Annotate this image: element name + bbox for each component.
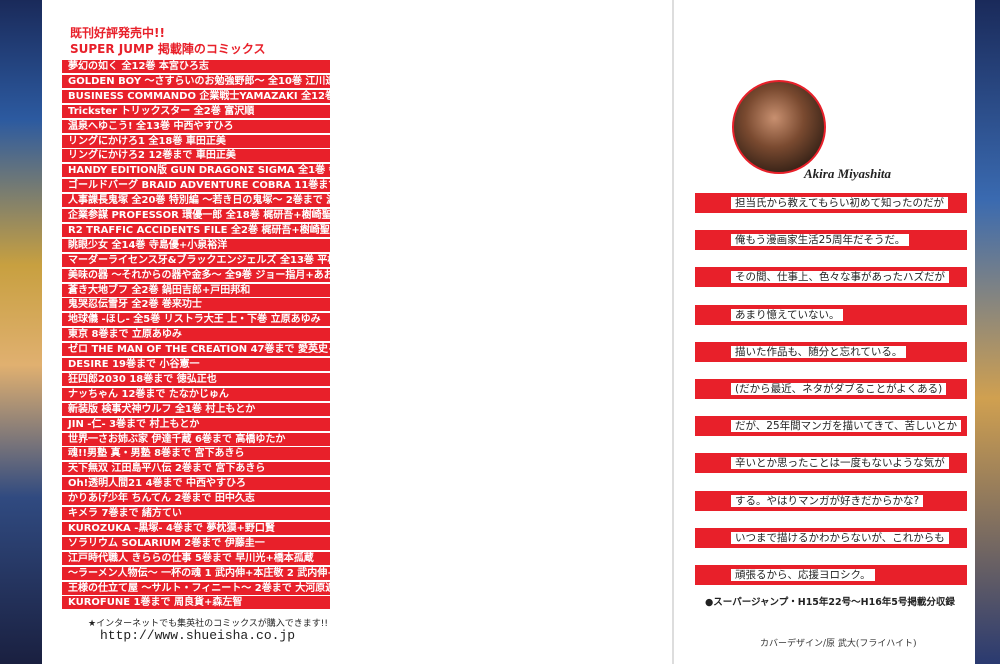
author-photo: [732, 80, 826, 174]
title-row: BUSINESS COMMANDO 企業戦士YAMAZAKI 全12巻 富沢順: [62, 89, 330, 103]
title-row: 狂四郎2030 18巻まで 徳弘正也: [62, 372, 330, 386]
footer-note: ★インターネットでも集英社のコミックスが購入できます!!: [88, 619, 329, 629]
title-row: 美味の器 ～それからの器や金多～ 全9巻 ジョー指月+あおきてつお: [62, 268, 330, 282]
title-row: 江戸時代職人 きららの仕事 5巻まで 早川光+橋本孤蔵: [62, 551, 330, 565]
title-row: 人事課長鬼塚 全20巻 特別編 ～若き日の鬼塚～ 2巻まで 渡辺獏人: [62, 194, 330, 208]
title-row: JIN -仁- 3巻まで 村上もとか: [62, 417, 330, 431]
message-bar: いつまで描けるかわからないが、これからも: [695, 527, 967, 548]
header-2: SUPER JUMP 掲載陣のコミックス: [70, 42, 266, 56]
message-bar: 辛いとか思ったことは一度もないような気が: [695, 453, 967, 474]
header-1: 既刊好評発売中!!: [70, 26, 165, 40]
title-row: DESIRE 19巻まで 小谷憲一: [62, 358, 330, 371]
title-row: GOLDEN BOY ～さすらいのお勉強野郎～ 全10巻 江川達也: [62, 74, 330, 88]
message-bar: (だから最近、ネタがダブることがよくある): [695, 379, 967, 399]
title-row: リングにかけろ2 12巻まで 車田正美: [62, 149, 330, 163]
title-row: リングにかけろ1 全18巻 車田正美: [62, 134, 330, 148]
title-row: KUROZUKA -黒塚- 4巻まで 夢枕獏+野口賢: [62, 521, 330, 535]
title-row: 新装版 検事犬神ウルフ 全1巻 村上もとか: [62, 402, 330, 416]
title-row: 東京 8巻まで 立原あゆみ: [62, 328, 330, 342]
title-row: 蒼き大地ブフ 全2巻 鍋田吉郎+戸田邦和: [62, 283, 330, 297]
title-row: かりあげ少年 ちんてん 2巻まで 田中久志: [62, 492, 330, 506]
message-bar: 担当氏から教えてもらい初めて知ったのだが: [695, 193, 967, 213]
message-bar: 頑張るから、応援ヨロシク。: [695, 565, 967, 585]
title-row: Oh!透明人間21 4巻まで 中西やすひろ: [62, 477, 330, 491]
message-line: する。やはりマンガが好きだからかな?: [731, 494, 924, 507]
title-row: ゴールドバーグ BRAID ADVENTURE COBRA 11巻まで HAND…: [62, 179, 330, 193]
message-bar: 描いた作品も、随分と忘れている。: [695, 341, 967, 362]
cover-art-left: [0, 0, 42, 664]
message-bar: する。やはりマンガが好きだからかな?: [695, 490, 967, 511]
title-row: 夢幻の如く 全12巻 本宮ひろ志: [62, 60, 330, 73]
title-row: 企業参謀 PROFESSOR 環優一郎 全18巻 梶研吾+樹崎聖: [62, 209, 330, 222]
title-row: ゼロ THE MAN OF THE CREATION 47巻まで 愛英史+里見桂: [62, 343, 330, 357]
note: ●スーパージャンプ・H15年22号～H16年5号掲載分収録: [705, 597, 955, 608]
title-row: 地球儀 -ほし- 全5巻 リストラ大王 上・下巻 立原あゆみ: [62, 313, 330, 327]
title-row: ～ラーメン人物伝～ 一杯の魂 1 武内伸+本庄敬 2 武内伸+大泉孝之介: [62, 566, 330, 580]
title-row: 天下無双 江田島平八伝 2巻まで 宮下あきら: [62, 462, 330, 476]
message-bar: その間、仕事上、色々な事があったハズだが: [695, 267, 967, 288]
fold-line: [672, 0, 674, 664]
message-line: (だから最近、ネタがダブることがよくある): [731, 383, 947, 395]
title-row: ナッちゃん 12巻まで たなかじゅん: [62, 387, 330, 401]
message-bar: だが、25年間マンガを描いてきて、苦しいとか: [695, 416, 967, 437]
message-line: 俺もう漫画家生活25周年だそうだ。: [731, 234, 910, 247]
title-row: 眺眼少女 全14巻 寺島優+小泉裕洋: [62, 238, 330, 252]
title-row: 世界一さお姉ぶ家 伊達千蔵 6巻まで 高橋ゆたか: [62, 432, 330, 446]
title-row: HANDY EDITION版 GUN DRAGONΣ SIGMA 全1巻 寺沢武…: [62, 164, 330, 178]
title-row: ソラリウム SOLARIUM 2巻まで 伊藤圭一: [62, 536, 330, 550]
message-line: 担当氏から教えてもらい初めて知ったのだが: [731, 197, 948, 209]
title-row: Trickster トリックスター 全2巻 富沢順: [62, 104, 330, 118]
title-row: 王様の仕立て屋 ～サルト・フィニート～ 2巻まで 大河原遁: [62, 581, 330, 595]
footer-url: http://www.shueisha.co.jp: [100, 628, 296, 643]
message-bar: 俺もう漫画家生活25周年だそうだ。: [695, 230, 967, 251]
message-line: その間、仕事上、色々な事があったハズだが: [731, 271, 949, 284]
message-line: だが、25年間マンガを描いてきて、苦しいとか: [731, 420, 961, 433]
message-line: 頑張るから、応援ヨロシク。: [731, 569, 875, 581]
message-line: あまり憶えていない。: [731, 308, 844, 321]
title-row: マーダーライセンス牙&ブラックエンジェルズ 全13巻 平松伸二: [62, 253, 330, 267]
message-bar: あまり憶えていない。: [695, 304, 967, 325]
title-row: R2 TRAFFIC ACCIDENTS FILE 全2巻 梶研吾+樹崎聖: [62, 223, 330, 237]
title-row: 魂!!男塾 真・男塾 8巻まで 宮下あきら: [62, 447, 330, 461]
title-row: 鬼哭忍伝雪牙 全2巻 巻来功士: [62, 298, 330, 312]
message-line: 辛いとか思ったことは一度もないような気が: [731, 457, 949, 470]
title-row: キメラ 7巻まで 緒方てい: [62, 507, 330, 520]
author-name: Akira Miyashita: [804, 166, 892, 181]
message-line: 描いた作品も、随分と忘れている。: [731, 345, 907, 358]
cover-art-right: [975, 0, 1000, 664]
title-row: KUROFUNE 1巻まで 周良貨+森左智: [62, 596, 330, 610]
message-line: いつまで描けるかわからないが、これからも: [731, 531, 949, 544]
credit: カバーデザイン/原 武大(フライハイト): [760, 639, 917, 649]
title-row: 温泉へゆこう! 全13巻 中西やすひろ: [62, 119, 330, 133]
